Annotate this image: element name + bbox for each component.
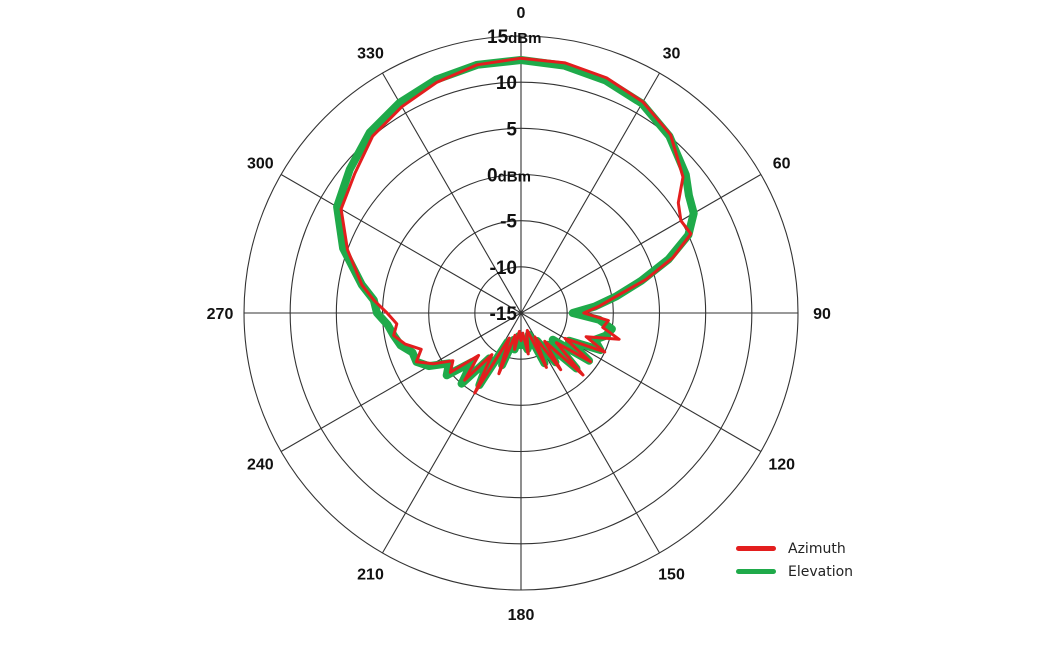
- polar-grid: [243, 35, 799, 591]
- angle-label-180: 180: [508, 607, 535, 624]
- ring-label: 15dBm: [487, 27, 541, 48]
- legend-swatch-azimuth: [736, 546, 776, 551]
- grid-spoke: [520, 174, 762, 314]
- ring-label: 10: [496, 73, 517, 94]
- grid-spoke: [520, 312, 762, 452]
- legend: Azimuth Elevation: [736, 537, 853, 583]
- ring-label: 0dBm: [487, 166, 531, 187]
- legend-item-azimuth: Azimuth: [736, 537, 853, 560]
- legend-item-elevation: Elevation: [736, 560, 853, 583]
- angle-label-330: 330: [357, 45, 384, 62]
- legend-label-elevation: Elevation: [788, 563, 854, 580]
- ring-label: -15: [490, 304, 518, 325]
- angle-label-300: 300: [247, 156, 274, 173]
- ring-label: 5: [506, 119, 517, 140]
- grid-spoke: [382, 72, 522, 314]
- angle-label-30: 30: [663, 45, 681, 62]
- angle-label-210: 210: [357, 567, 384, 584]
- polar-traces: [333, 56, 698, 395]
- grid-spoke: [280, 312, 522, 452]
- ring-label: -10: [490, 258, 517, 279]
- angle-label-150: 150: [658, 567, 685, 584]
- grid-spoke: [520, 72, 660, 314]
- trace-azimuth: [339, 56, 693, 395]
- legend-label-azimuth: Azimuth: [788, 540, 846, 557]
- angle-label-60: 60: [773, 156, 791, 173]
- angle-label-90: 90: [813, 306, 831, 323]
- legend-swatch-elevation: [736, 569, 776, 574]
- angle-label-120: 120: [768, 457, 795, 474]
- angle-label-270: 270: [207, 306, 234, 323]
- polar-labels: 0 30 60 90 120 150 180 210 240 270 300 330 -15 -10 -5 0…: [207, 5, 831, 624]
- ring-label: -5: [500, 212, 517, 233]
- grid-spoke: [280, 174, 522, 314]
- angle-label-240: 240: [247, 457, 274, 474]
- angle-label-0: 0: [517, 5, 526, 22]
